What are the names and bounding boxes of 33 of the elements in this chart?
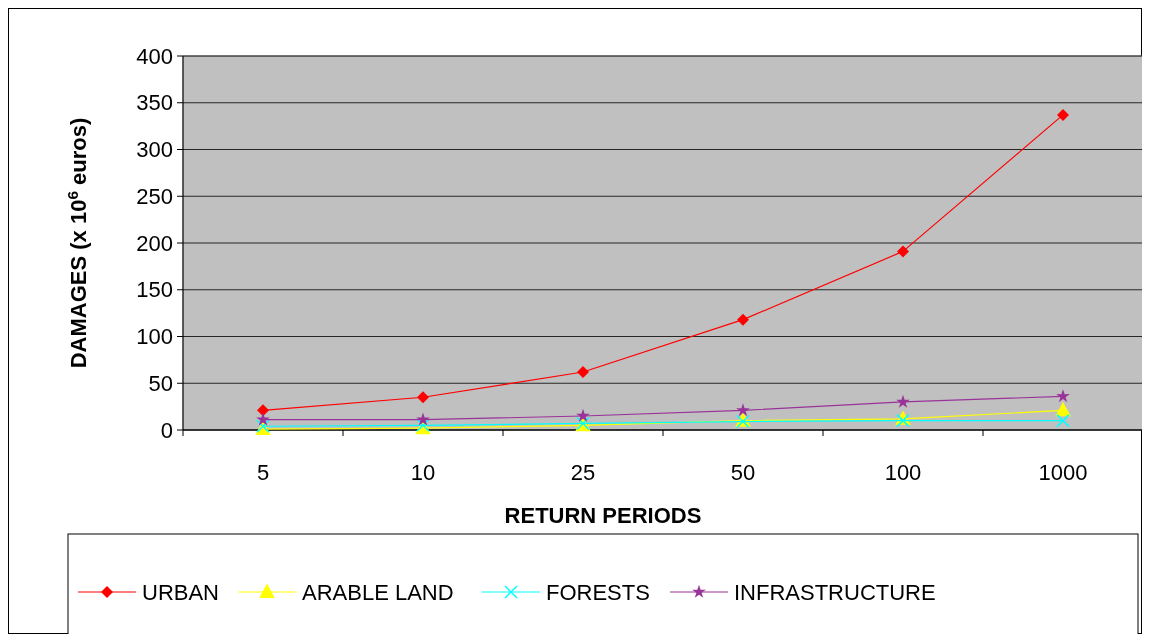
x-tick-label: 1000: [1038, 460, 1088, 485]
y-tick-label: 350: [136, 90, 173, 116]
point: [256, 412, 270, 426]
legend-label: URBAN: [142, 579, 220, 605]
y-tick-label: 0: [160, 417, 173, 443]
y-tick-label: 100: [136, 324, 173, 350]
point: [737, 313, 749, 326]
x-tick-label: 10: [410, 460, 436, 485]
x-axis-title: RETURN PERIODS: [504, 503, 702, 528]
x-tick-label: 25: [570, 460, 596, 485]
y-tick-label: 400: [136, 43, 173, 69]
legend-label: INFRASTRUCTURE: [734, 579, 936, 605]
point: [1056, 413, 1070, 428]
y-tick-label: 300: [136, 137, 173, 163]
x-tick-label: 50: [730, 460, 756, 485]
point: [576, 408, 590, 422]
point: [1057, 108, 1069, 121]
point: [577, 366, 589, 379]
x-tick-label: 100: [884, 460, 922, 485]
y-tick-label: 250: [136, 183, 173, 209]
point: [1056, 389, 1070, 403]
point: [257, 404, 269, 417]
point: [897, 245, 909, 258]
y-tick-label: 200: [136, 230, 173, 256]
x-tick-label: 5: [256, 460, 270, 485]
y-tick-label: 150: [136, 277, 173, 303]
point: [416, 412, 430, 426]
point: [736, 403, 750, 417]
y-tick-label: 50: [148, 370, 173, 396]
point: [896, 394, 910, 408]
legend-label: ARABLE LAND: [302, 579, 454, 605]
point: [417, 391, 429, 404]
legend-label: FORESTS: [546, 579, 650, 605]
